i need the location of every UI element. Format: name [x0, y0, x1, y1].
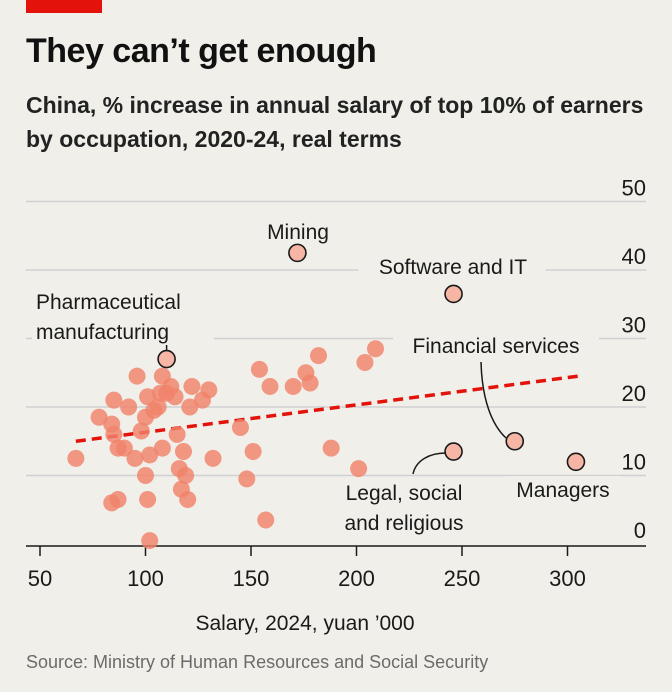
data-point [139, 490, 157, 508]
data-point [105, 425, 123, 443]
data-point [115, 439, 133, 457]
data-point [261, 377, 279, 395]
label-mining: Mining [267, 221, 329, 244]
label-legal-social-religious: Legal, social and religious [344, 482, 463, 535]
data-point [153, 439, 171, 457]
data-point [149, 398, 167, 416]
data-point [132, 422, 150, 440]
data-point [204, 449, 222, 467]
chart-title: They can’t get enough [26, 32, 377, 70]
data-point [177, 467, 195, 484]
data-point [284, 377, 302, 395]
highlight-point [157, 349, 176, 369]
data-point [322, 439, 340, 457]
highlight-point [505, 431, 525, 451]
y-tick-label-40: 40 [622, 244, 646, 269]
x-tick-label-100: 100 [127, 566, 164, 591]
data-point [366, 340, 384, 358]
y-tick-labels: 0 10 20 30 40 50 [622, 176, 646, 544]
data-point [179, 490, 197, 508]
data-point [141, 446, 159, 464]
data-point [181, 398, 199, 416]
data-point [137, 467, 154, 484]
x-tick-label-150: 150 [233, 566, 270, 591]
data-point [200, 381, 218, 399]
data-point [183, 377, 201, 395]
economist-red-bar [26, 0, 102, 13]
data-point [244, 443, 262, 461]
data-point [356, 353, 374, 371]
data-point [128, 367, 146, 385]
x-tick-label-300: 300 [549, 566, 586, 591]
y-tick-label-20: 20 [622, 381, 646, 406]
data-points [67, 243, 586, 550]
label-background [505, 476, 621, 506]
data-point [90, 408, 108, 426]
x-tick-label-50: 50 [28, 566, 52, 591]
chart-subtitle: China, % increase in annual salary of to… [26, 92, 644, 152]
label-background [393, 330, 599, 360]
leader-legal [412, 452, 447, 475]
y-tick-label-50: 50 [622, 176, 646, 201]
data-point [168, 425, 186, 443]
data-point [126, 449, 144, 467]
source-note: Source: Ministry of Human Resources and … [26, 652, 489, 672]
leader-financial-services [480, 361, 507, 439]
data-point [67, 449, 85, 467]
data-point [238, 470, 256, 488]
data-point [301, 374, 319, 392]
x-tick-label-200: 200 [338, 566, 375, 591]
y-tick-label-30: 30 [622, 313, 646, 338]
data-point [166, 388, 184, 406]
y-tick-label-0: 0 [634, 518, 646, 543]
data-point [350, 460, 368, 478]
highlight-point [566, 452, 586, 472]
data-point [109, 490, 127, 508]
label-pharmaceutical-manufacturing: Pharmaceutical manufacturing [36, 291, 181, 344]
highlight-point [288, 243, 307, 263]
data-point [250, 360, 268, 378]
data-point [231, 419, 249, 437]
trend-line [75, 374, 579, 443]
label-managers: Managers [516, 479, 609, 502]
x-tick-labels: 50 100 150 200 250 300 [28, 546, 586, 591]
label-background [32, 285, 214, 347]
label-software-and-it: Software and IT [379, 256, 527, 279]
data-point [105, 391, 123, 409]
data-point [174, 443, 192, 461]
x-axis-label: Salary, 2024, yuan ’000 [195, 612, 414, 635]
label-financial-services: Financial services [413, 335, 580, 358]
annotations: Mining Software and IT Pharmaceutical manuf… [32, 221, 621, 540]
data-point [257, 511, 275, 529]
highlight-point [444, 442, 463, 461]
y-tick-label-10: 10 [622, 450, 646, 475]
label-background [328, 478, 480, 540]
label-background [358, 251, 546, 281]
data-point [310, 347, 328, 365]
x-tick-label-250: 250 [444, 566, 481, 591]
highlight-point [444, 284, 463, 304]
data-point [141, 532, 159, 550]
data-point [120, 398, 138, 416]
